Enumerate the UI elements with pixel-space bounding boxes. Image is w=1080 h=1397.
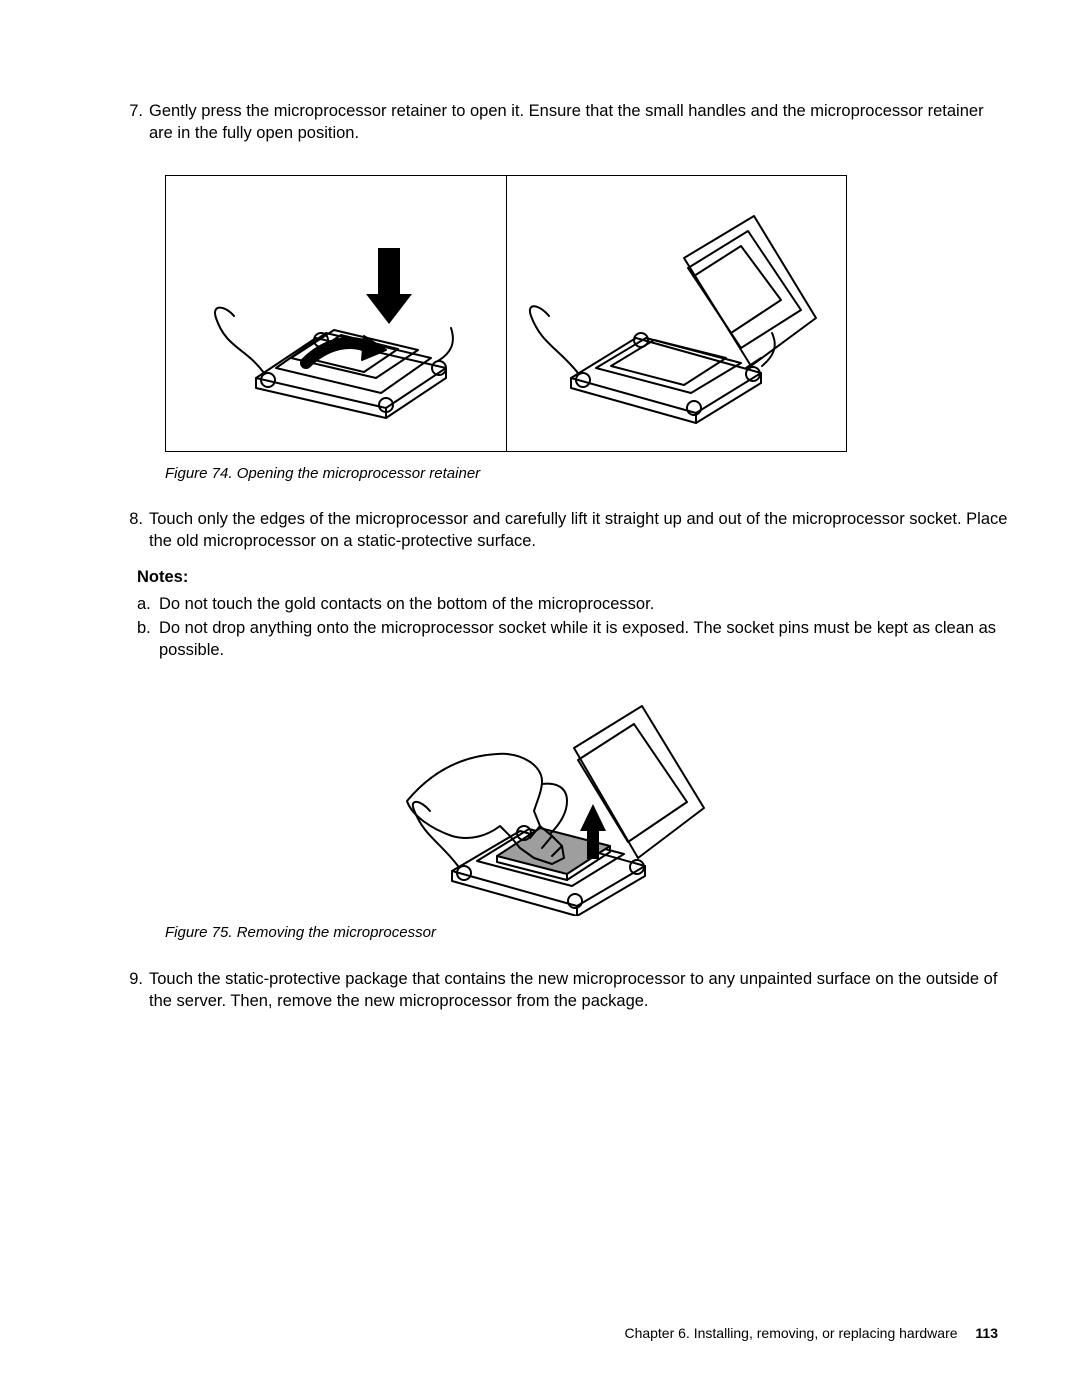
step-9: 9. Touch the static-protective package t… xyxy=(115,968,1008,1013)
note-letter: a. xyxy=(137,593,159,615)
figure-75-caption: Figure 75. Removing the microprocessor xyxy=(165,923,1008,943)
step-text: Gently press the microprocessor retainer… xyxy=(149,100,1008,145)
retainer-closed-illustration xyxy=(186,198,486,428)
footer-chapter: Chapter 6. Installing, removing, or repl… xyxy=(624,1325,957,1341)
note-a: a. Do not touch the gold contacts on the… xyxy=(137,593,1008,615)
note-text: Do not touch the gold contacts on the bo… xyxy=(159,593,654,615)
note-b: b. Do not drop anything onto the micropr… xyxy=(137,617,1008,662)
step-8: 8. Touch only the edges of the microproc… xyxy=(115,508,1008,553)
step-text: Touch the static-protective package that… xyxy=(149,968,1008,1013)
removing-microprocessor-illustration xyxy=(392,686,732,916)
step-number: 9. xyxy=(115,968,149,1013)
step-number: 7. xyxy=(115,100,149,145)
figure-74-right xyxy=(507,176,847,451)
page-footer: Chapter 6. Installing, removing, or repl… xyxy=(624,1324,998,1343)
step-text: Touch only the edges of the microprocess… xyxy=(149,508,1008,553)
retainer-open-illustration xyxy=(516,188,836,438)
figure-75 xyxy=(392,691,732,911)
step-7: 7. Gently press the microprocessor retai… xyxy=(115,100,1008,145)
step-number: 8. xyxy=(115,508,149,553)
notes-heading: Notes: xyxy=(137,566,1008,588)
note-letter: b. xyxy=(137,617,159,662)
figure-74-caption: Figure 74. Opening the microprocessor re… xyxy=(165,464,1008,484)
manual-page: 7. Gently press the microprocessor retai… xyxy=(0,0,1080,1397)
footer-page-number: 113 xyxy=(975,1325,998,1341)
figure-74-left xyxy=(166,176,507,451)
figure-74 xyxy=(165,175,847,452)
note-text: Do not drop anything onto the microproce… xyxy=(159,617,1008,662)
